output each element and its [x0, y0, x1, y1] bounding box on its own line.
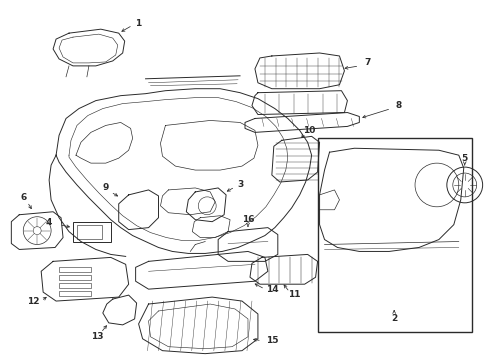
Bar [59, 291, 91, 296]
Text: 10: 10 [303, 126, 315, 135]
Text: 7: 7 [364, 58, 370, 67]
Text: 9: 9 [102, 184, 109, 193]
Text: 16: 16 [241, 215, 254, 224]
Text: 12: 12 [27, 297, 40, 306]
Bar [77, 225, 102, 239]
Text: 14: 14 [265, 285, 278, 294]
Text: 6: 6 [20, 193, 26, 202]
Text: 1: 1 [135, 19, 142, 28]
Text: 3: 3 [236, 180, 243, 189]
Text: 8: 8 [395, 101, 402, 110]
Bar [317, 138, 471, 332]
Text: 11: 11 [288, 289, 300, 298]
Text: 5: 5 [461, 154, 467, 163]
Text: 15: 15 [265, 336, 278, 345]
Text: 13: 13 [90, 332, 103, 341]
Text: 4: 4 [46, 218, 52, 227]
Bar [59, 283, 91, 288]
Bar [59, 267, 91, 272]
Bar [73, 222, 111, 242]
Bar [59, 275, 91, 280]
Text: 2: 2 [390, 314, 396, 323]
